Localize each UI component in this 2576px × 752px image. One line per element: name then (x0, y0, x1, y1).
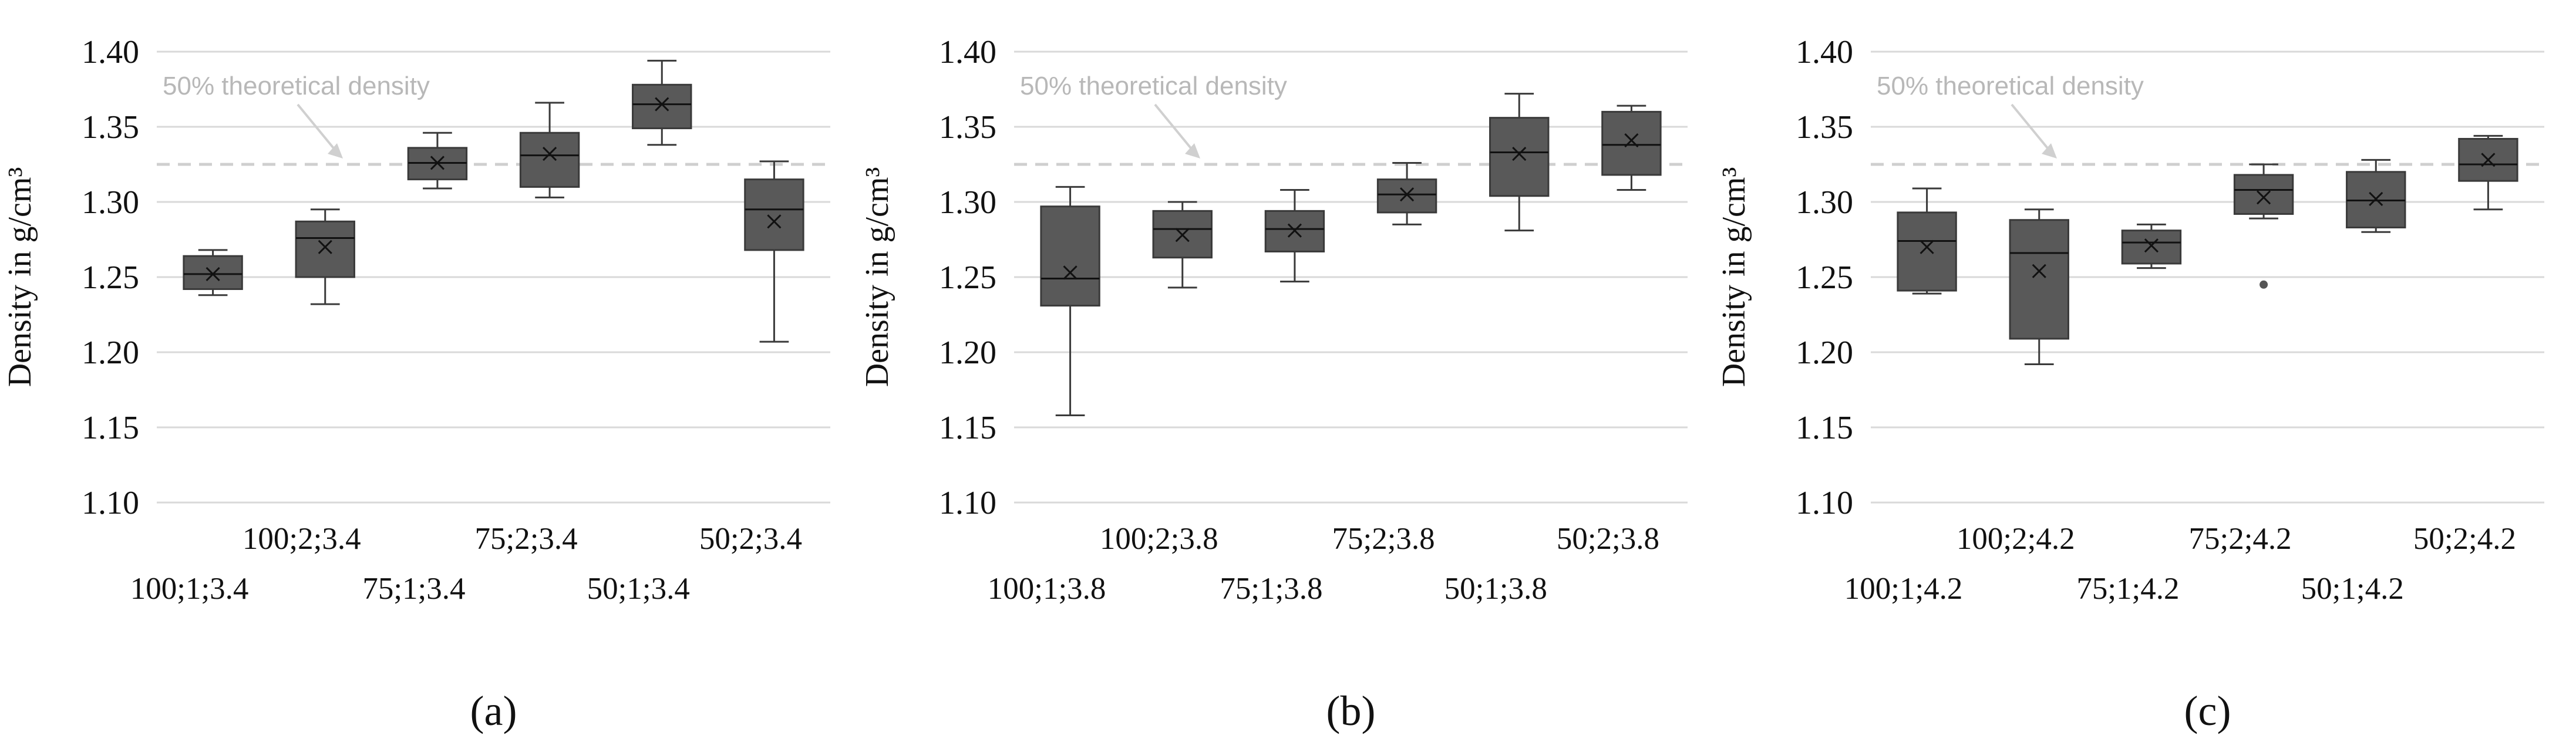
mean-marker (2369, 191, 2383, 206)
y-tick-label: 1.15 (82, 410, 139, 446)
y-tick-label: 1.35 (939, 109, 996, 146)
y-tick-label: 1.10 (82, 485, 139, 521)
y-tick-label: 1.35 (1796, 109, 1853, 146)
x-category-label: 75;1;4.2 (2076, 572, 2179, 606)
x-category-label: 100;1;3.4 (130, 572, 249, 606)
mean-marker (2032, 264, 2046, 278)
panel-b: 1.10 1.15 1.20 1.25 1.30 1.35 1.40 Density in g… (859, 34, 1688, 734)
y-tick-label: 1.15 (939, 410, 996, 446)
box (2121, 230, 2182, 265)
x-category-label: 50;2;4.2 (2413, 522, 2516, 556)
x-category-label: 75;2;3.8 (1332, 522, 1435, 556)
mean-marker (1920, 240, 1934, 254)
y-axis-label: Density in g/cm³ (1716, 167, 1752, 387)
reference-line-label: 50% theoretical density (1020, 72, 1287, 100)
box (519, 131, 580, 188)
reference-arrowhead (328, 143, 343, 159)
box (1376, 178, 1437, 214)
y-tick-label: 1.10 (1796, 485, 1853, 521)
mean-marker (1063, 265, 1077, 280)
outlier-point (2260, 280, 2268, 289)
mean-marker (2257, 190, 2271, 205)
y-tick-label: 1.25 (82, 259, 139, 296)
box (1489, 117, 1550, 197)
reference-line-label: 50% theoretical density (1877, 72, 2144, 100)
box (632, 83, 692, 130)
mean-marker (2144, 238, 2159, 253)
x-category-label: 100;1;4.2 (1844, 572, 1963, 606)
y-axis-label: Density in g/cm³ (859, 167, 895, 387)
mean-marker (655, 97, 669, 112)
y-tick-label: 1.25 (1796, 259, 1853, 296)
x-category-label: 75;2;4.2 (2188, 522, 2291, 556)
box (744, 178, 804, 251)
box (1897, 211, 1957, 292)
x-category-label: 50;2;3.4 (699, 522, 802, 556)
y-tick-label: 1.20 (1796, 335, 1853, 371)
x-category-label: 50;1;4.2 (2301, 572, 2404, 606)
reference-line-label: 50% theoretical density (163, 72, 430, 100)
y-tick-label: 1.30 (939, 184, 996, 221)
mean-marker (2481, 153, 2496, 167)
x-category-label: 50;1;3.8 (1444, 572, 1547, 606)
x-category-label: 100;2;3.8 (1100, 522, 1218, 556)
mean-marker (1624, 133, 1639, 148)
box (183, 255, 243, 290)
y-tick-label: 1.20 (939, 335, 996, 371)
x-category-label: 75;2;3.4 (474, 522, 577, 556)
box (295, 220, 355, 278)
y-tick-label: 1.40 (1796, 34, 1853, 70)
box (2233, 174, 2294, 215)
y-tick-label: 1.35 (82, 109, 139, 146)
x-category-label: 100;1;3.8 (988, 572, 1106, 606)
panel-label: (a) (470, 687, 517, 734)
reference-arrow (1154, 103, 1197, 155)
panel-label: (c) (2184, 687, 2231, 734)
reference-arrow (2011, 103, 2053, 155)
mean-marker (1400, 187, 1415, 202)
y-tick-label: 1.40 (939, 34, 996, 70)
y-tick-label: 1.30 (1796, 184, 1853, 221)
y-tick-label: 1.30 (82, 184, 139, 221)
panel-c: 1.10 1.15 1.20 1.25 1.30 1.35 1.40 Density in g… (1716, 34, 2544, 734)
x-category-label: 100;2;4.2 (1957, 522, 2075, 556)
mean-marker (1512, 147, 1527, 161)
box (2009, 219, 2069, 340)
mean-marker (1175, 228, 1190, 242)
x-category-label: 100;2;3.4 (243, 522, 361, 556)
x-category-label: 75;1;3.4 (362, 572, 465, 606)
panel-a: 1.10 1.15 1.20 1.25 1.30 1.35 1.40 Density in g… (2, 34, 830, 734)
y-tick-label: 1.10 (939, 485, 996, 521)
mean-marker (206, 267, 220, 281)
x-category-label: 50;2;3.8 (1557, 522, 1659, 556)
panel-label: (b) (1326, 687, 1376, 734)
mean-marker (767, 214, 782, 229)
mean-marker (430, 156, 445, 170)
y-tick-label: 1.25 (939, 259, 996, 296)
y-tick-label: 1.15 (1796, 410, 1853, 446)
x-category-label: 50;1;3.4 (587, 572, 690, 606)
mean-marker (543, 147, 557, 161)
y-axis-label: Density in g/cm³ (2, 167, 38, 387)
mean-marker (318, 240, 332, 254)
box (1601, 110, 1662, 176)
box (1040, 205, 1100, 307)
reference-arrow (297, 103, 339, 155)
y-tick-label: 1.20 (82, 335, 139, 371)
y-tick-label: 1.40 (82, 34, 139, 70)
mean-marker (1287, 223, 1302, 238)
reference-arrowhead (1185, 143, 1200, 159)
reference-arrowhead (2042, 143, 2057, 159)
x-category-label: 75;1;3.8 (1220, 572, 1322, 606)
